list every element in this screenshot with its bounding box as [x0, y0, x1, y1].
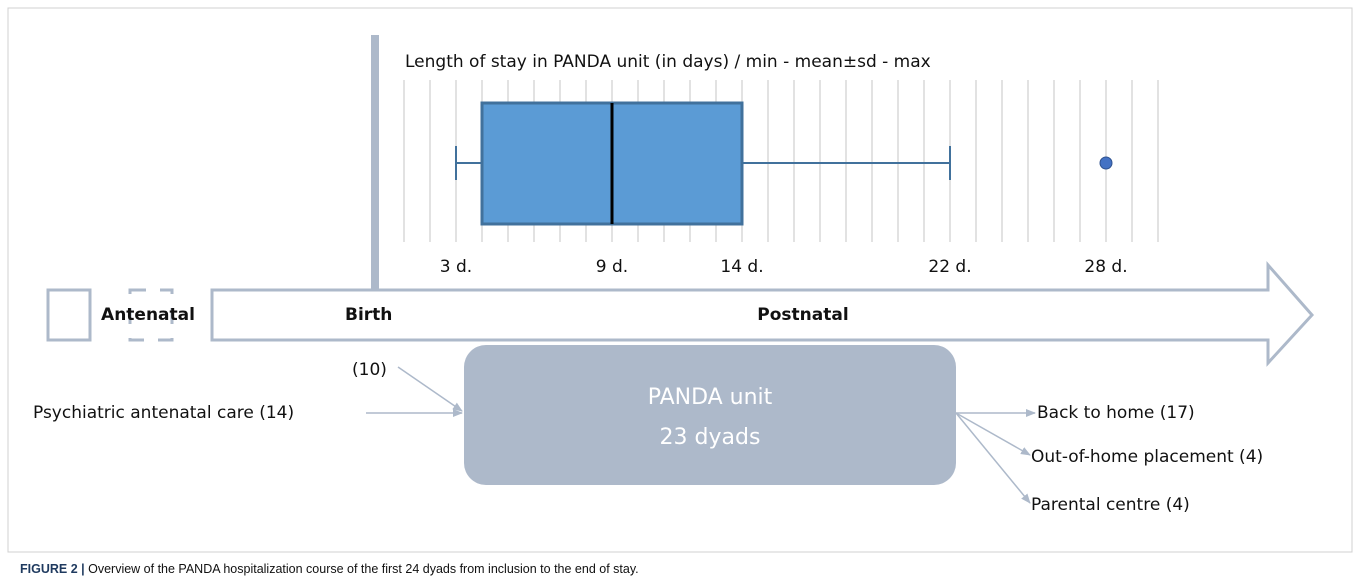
outflow-label: Back to home (17)	[1037, 403, 1195, 423]
x-tick-label: 3 d.	[440, 257, 472, 277]
caption: FIGURE 2 | Overview of the PANDA hospita…	[20, 562, 639, 576]
frame	[7, 7, 1353, 553]
outflow-arrow	[955, 412, 1031, 456]
antenatal-label: Antenatal	[101, 305, 195, 325]
postnatal-label: Postnatal	[757, 305, 848, 325]
outflow-label: Out-of-home placement (4)	[1031, 447, 1263, 467]
x-tick-label: 28 d.	[1084, 257, 1127, 277]
inflow-label: (10)	[352, 360, 387, 380]
outflow-arrow	[955, 412, 1031, 504]
timeline-arrow	[210, 261, 1315, 367]
antenatal-dashed	[128, 288, 174, 342]
caption-text: Overview of the PANDA hospitalization co…	[88, 562, 639, 576]
outlier	[1099, 156, 1113, 170]
boxplot: 3 d. 9 d. 14 d. 22 d. 28 d.	[440, 101, 1128, 277]
x-tick-label: 22 d.	[928, 257, 971, 277]
unit-box	[464, 345, 956, 485]
inflow-arrow	[397, 366, 463, 412]
x-tick-label: 9 d.	[596, 257, 628, 277]
unit-name: PANDA unit	[648, 385, 773, 410]
unit-count: 23 dyads	[660, 425, 761, 450]
caption-label: FIGURE 2 |	[20, 562, 85, 576]
x-tick-label: 14 d.	[720, 257, 763, 277]
birth-bar	[371, 35, 379, 290]
outflow-label: Parental centre (4)	[1031, 495, 1190, 515]
antenatal-box	[46, 288, 92, 342]
inflow-label: Psychiatric antenatal care (14)	[33, 403, 294, 423]
birth-label: Birth	[345, 305, 392, 325]
boxplot-title: Length of stay in PANDA unit (in days) /…	[405, 52, 931, 72]
